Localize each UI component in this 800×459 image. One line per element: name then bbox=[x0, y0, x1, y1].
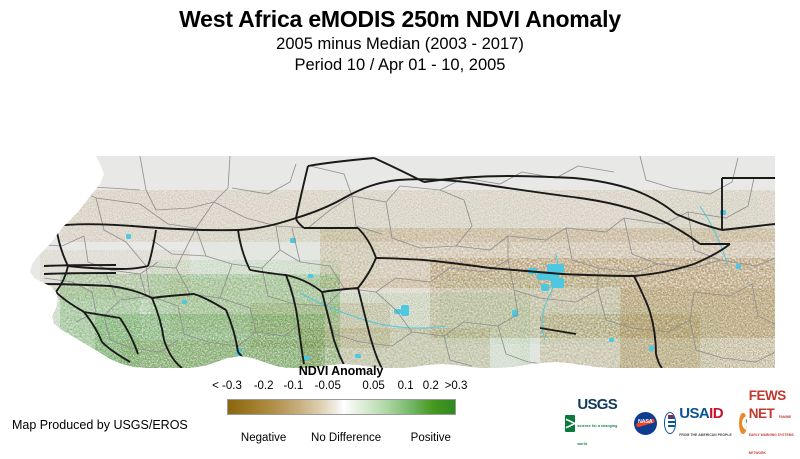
legend-category-0: Negative bbox=[240, 432, 287, 444]
page-subtitle: 2005 minus Median (2003 - 2017) bbox=[276, 35, 524, 53]
usgs-wordmark: USGS bbox=[577, 396, 618, 413]
legend-category-1: No Difference bbox=[311, 432, 382, 444]
land-layer bbox=[0, 156, 775, 368]
usgs-tagline: science for a changing world bbox=[577, 424, 618, 446]
legend-tick-2: -0.1 bbox=[283, 380, 304, 392]
fews-net-logo[interactable]: FEWS NET FAMINE EARLY WARNING SYSTEMS NE… bbox=[739, 389, 800, 455]
legend-category-2: Positive bbox=[410, 432, 451, 444]
legend-tick-6: 0.2 bbox=[422, 380, 439, 392]
usgs-mark-icon bbox=[565, 414, 576, 432]
usgs-logo[interactable]: USGS science for a changing world bbox=[565, 397, 627, 446]
nasa-logo[interactable] bbox=[633, 409, 657, 437]
page-period: Period 10 / Apr 01 - 10, 2005 bbox=[294, 56, 506, 74]
logo-row: USGS science for a changing world USAID … bbox=[565, 389, 800, 455]
legend-title: NDVI Anomaly bbox=[298, 364, 384, 378]
legend-tick-5: 0.1 bbox=[397, 380, 414, 392]
map-poster: West Africa eMODIS 250m NDVI Anomaly 200… bbox=[0, 0, 800, 442]
country-boundaries bbox=[43, 157, 775, 368]
usaid-wordmark: USAID bbox=[679, 405, 723, 422]
legend-category-labels: Negative No Difference Positive bbox=[196, 432, 486, 448]
fews-globe-icon bbox=[739, 412, 747, 434]
usaid-logo[interactable]: USAID FROM THE AMERICAN PEOPLE bbox=[663, 406, 733, 437]
water-bodies bbox=[126, 210, 741, 360]
page-title: West Africa eMODIS 250m NDVI Anomaly bbox=[179, 6, 621, 32]
map-canvas[interactable] bbox=[0, 78, 800, 368]
legend-tick-labels: < -0.3 -0.2 -0.1 -0.05 0.05 0.1 0.2 >0.3 bbox=[196, 380, 486, 395]
map-svg bbox=[0, 78, 800, 368]
legend-color-bar bbox=[227, 399, 456, 415]
legend-tick-3: -0.05 bbox=[314, 380, 341, 392]
legend-tick-1: -0.2 bbox=[253, 380, 274, 392]
usaid-seal-icon bbox=[663, 412, 677, 434]
legend-tick-4: 0.05 bbox=[362, 380, 385, 392]
legend-tick-7: >0.3 bbox=[444, 380, 468, 392]
fews-net-tagline: FAMINE EARLY WARNING SYSTEMS NETWORK bbox=[748, 415, 794, 455]
fews-net-wordmark: FEWS NET bbox=[748, 388, 787, 421]
legend: NDVI Anomaly < -0.3 -0.2 -0.1 -0.05 0.05 0.1 0… bbox=[196, 364, 486, 448]
map-credit: Map Produced by USGS/EROS bbox=[12, 418, 188, 432]
legend-tick-0: < -0.3 bbox=[212, 380, 242, 392]
title-block: West Africa eMODIS 250m NDVI Anomaly 200… bbox=[0, 0, 800, 76]
usaid-tagline: FROM THE AMERICAN PEOPLE bbox=[679, 433, 732, 437]
nasa-meatball-icon bbox=[633, 411, 657, 435]
